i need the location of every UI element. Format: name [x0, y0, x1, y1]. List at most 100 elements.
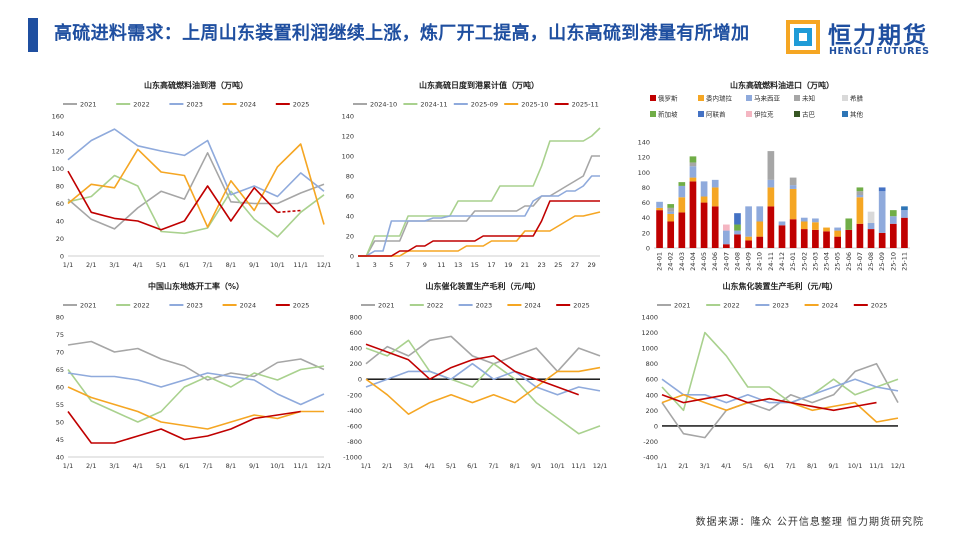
x-tick-label: 1: [356, 261, 360, 269]
series-line-2025: [365, 343, 579, 396]
x-tick-label: 5/1: [156, 261, 166, 269]
y-tick-label: 160: [52, 113, 64, 121]
x-tick-label: 2/1: [382, 462, 392, 470]
x-tick-label: 25-09: [878, 252, 886, 271]
bar-segment: [767, 151, 775, 180]
bar-segment: [711, 206, 719, 248]
x-tick-label: 9/1: [249, 462, 259, 470]
bar-segment: [745, 236, 752, 241]
x-tick-label: 15: [471, 261, 479, 269]
x-tick-label: 5/1: [743, 462, 753, 470]
y-tick-label: 120: [638, 154, 650, 162]
bar-segment: [789, 177, 797, 186]
bar-segment: [856, 191, 864, 195]
series-line-2025: [661, 394, 877, 412]
x-tick-label: 4/1: [133, 462, 143, 470]
series-line-2023: [67, 128, 325, 198]
chart-title: 山东催化装置生产毛利（元/吨）: [426, 281, 541, 291]
y-tick-label: 55: [56, 401, 64, 409]
x-tick-label: 9/1: [249, 261, 259, 269]
y-tick-label: 800: [350, 314, 362, 322]
y-tick-label: 200: [646, 407, 658, 415]
legend-label: 2024-11: [420, 101, 447, 109]
x-tick-label: 3/1: [700, 462, 710, 470]
series-line-2024: [67, 143, 325, 228]
series-line-2023: [365, 362, 601, 396]
legend-label: 未知: [802, 94, 815, 103]
y-tick-label: 200: [350, 360, 362, 368]
bar-segment: [889, 223, 897, 248]
bar-segment: [667, 207, 675, 212]
chart-title: 山东高硫燃料油进口（万吨）: [730, 80, 834, 90]
x-tick-label: 7/1: [488, 462, 498, 470]
y-tick-label: 80: [642, 184, 650, 192]
x-tick-label: 1/1: [657, 462, 667, 470]
bar-segment: [689, 162, 697, 167]
x-tick-label: 24-04: [689, 252, 697, 271]
x-tick-label: 6/1: [179, 261, 189, 269]
x-tick-label: 25-04: [823, 252, 831, 271]
legend-label: 阿联酋: [706, 110, 726, 119]
series-line-dashed-2025: [277, 209, 301, 214]
y-tick-label: 60: [642, 199, 650, 207]
x-tick-label: 4/1: [133, 261, 143, 269]
y-tick-label: 45: [56, 436, 64, 444]
y-tick-label: 1400: [641, 314, 658, 322]
series-line-2024: [67, 386, 324, 430]
bar-segment: [734, 224, 741, 231]
legend-label: 2022: [723, 302, 740, 310]
y-tick-label: 50: [56, 419, 64, 427]
bar-segment: [667, 204, 675, 208]
legend-swatch: [842, 95, 848, 101]
legend-swatch: [746, 111, 752, 117]
y-tick-label: 0: [358, 376, 362, 384]
x-tick-label: 7/1: [202, 462, 212, 470]
bar-segment: [711, 187, 719, 207]
bar-segment: [734, 213, 741, 225]
legend-label: 2021: [80, 101, 97, 109]
x-tick-label: 24-07: [722, 252, 730, 271]
legend-swatch: [842, 111, 848, 117]
x-tick-label: 25-06: [845, 252, 853, 271]
x-tick-label: 13: [454, 261, 462, 269]
chart-run-rate: 中国山东地炼开工率（%） 2021 2022 2023 2024 2025 40 45 50 55…: [40, 275, 332, 471]
series-line-2023: [661, 378, 899, 404]
x-tick-label: 25-07: [856, 252, 864, 271]
y-tick-label: -200: [643, 438, 658, 446]
chart-cumulative-arrivals: 山东高硫日度到港累计值（万吨） 2024-10 2024-11 2025-09 2025…: [330, 74, 620, 270]
legend-label: 2024: [822, 302, 839, 310]
x-tick-label: 8/1: [807, 462, 817, 470]
chart-svg: 中国山东地炼开工率（%） 2021 2022 2023 2024 2025 40 45 50 55…: [56, 281, 332, 470]
x-tick-label: 6/1: [179, 462, 189, 470]
bar-segment: [812, 222, 819, 230]
y-tick-label: 40: [56, 218, 64, 226]
bar-segment: [745, 206, 752, 237]
x-tick-label: 25-11: [900, 252, 908, 271]
legend-label: 俄罗斯: [658, 94, 678, 103]
bar-segment: [745, 240, 752, 248]
legend-label: 2021: [378, 302, 395, 310]
legend-label: 2025: [871, 302, 888, 310]
legend-label: 2023: [186, 302, 203, 310]
y-tick-label: 40: [56, 454, 64, 462]
chart-title: 中国山东地炼开工率（%）: [148, 281, 244, 291]
x-tick-label: 4/1: [425, 462, 435, 470]
bar-segment: [834, 236, 841, 248]
legend-label: 2025: [573, 302, 590, 310]
legend-label: 2024: [240, 302, 257, 310]
x-tick-label: 10/1: [550, 462, 565, 470]
bar-segment: [778, 221, 786, 226]
x-tick-label: 24-06: [711, 252, 719, 271]
bar-segment: [678, 212, 686, 248]
legend-label: 2025-11: [572, 101, 599, 109]
x-tick-label: 1/1: [361, 462, 371, 470]
y-tick-label: 100: [638, 169, 650, 177]
x-tick-label: 1/1: [63, 462, 73, 470]
bar-segment: [878, 232, 886, 248]
y-tick-label: -600: [347, 422, 362, 430]
legend-swatch: [698, 95, 704, 101]
legend-label: 2024: [240, 101, 257, 109]
x-tick-label: 17: [487, 261, 495, 269]
legend-label: 2023: [476, 302, 493, 310]
y-tick-label: 65: [56, 366, 64, 374]
